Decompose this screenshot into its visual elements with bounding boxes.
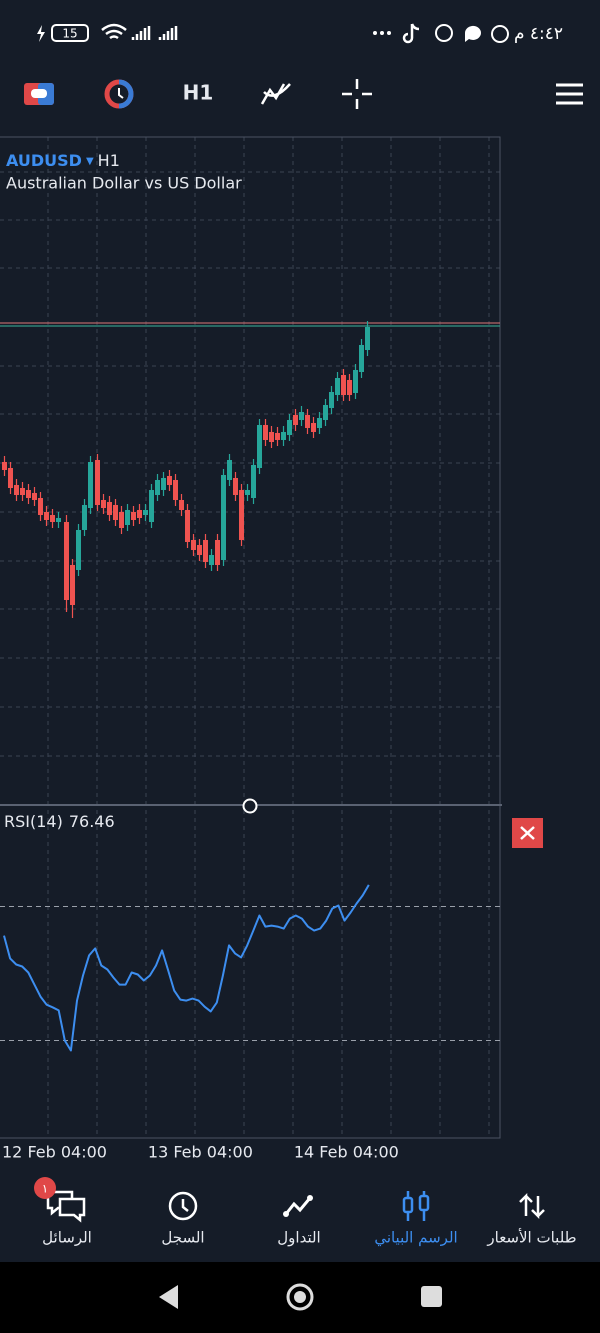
nav-label[interactable]: السجل bbox=[161, 1229, 204, 1247]
dot bbox=[387, 31, 391, 35]
badge-count: ١ bbox=[42, 1182, 48, 1196]
charging-icon bbox=[37, 25, 45, 42]
history-icon bbox=[181, 1199, 189, 1212]
indicator-name: RSI(14) bbox=[4, 812, 63, 831]
candles bbox=[2, 321, 370, 618]
menu-button[interactable] bbox=[556, 83, 583, 105]
symbol-dropdown: ▼ bbox=[86, 156, 94, 167]
messages-icon bbox=[58, 1197, 86, 1223]
grid-lines bbox=[0, 171, 500, 757]
battery-icon bbox=[51, 24, 89, 42]
nav-icons: ١ bbox=[34, 1177, 545, 1223]
trade-icon bbox=[307, 1195, 313, 1201]
rsi-panel: 12 Feb 04:00 13 Feb 04:00 14 Feb 04:00 bbox=[0, 884, 502, 1162]
candle-bodies-down bbox=[2, 375, 352, 605]
tiktok-icon bbox=[402, 23, 420, 44]
nav-labels: الرسائل السجل التداول الرسم البياني طلبات ال… bbox=[42, 1228, 576, 1248]
nav-label[interactable]: التداول bbox=[277, 1229, 320, 1247]
quotes-icon bbox=[519, 1192, 545, 1220]
x-tick-label: 12 Feb 04:00 bbox=[2, 1143, 107, 1162]
x-tick-label: 14 Feb 04:00 bbox=[294, 1143, 399, 1162]
chat-icon bbox=[464, 25, 481, 42]
indicator-button-part bbox=[118, 79, 134, 109]
rsi-line bbox=[3, 884, 370, 1052]
chart-icon bbox=[418, 1194, 430, 1212]
signal-icon bbox=[131, 26, 178, 40]
recents-button[interactable] bbox=[421, 1286, 442, 1307]
clock: ٤:٤٢ م bbox=[514, 24, 563, 44]
nav-label[interactable]: طلبات الأسعار bbox=[486, 1228, 576, 1247]
timeframe-button[interactable]: H1 bbox=[183, 81, 214, 105]
nav-label[interactable]: الرسم البياني bbox=[374, 1229, 457, 1248]
objects-button[interactable] bbox=[260, 83, 291, 105]
grid-lines bbox=[47, 810, 490, 1138]
home-button-dot bbox=[294, 1291, 306, 1303]
x-tick-label: 13 Feb 04:00 bbox=[148, 1143, 253, 1162]
indicator-value: 76.46 bbox=[69, 812, 115, 831]
dot bbox=[380, 31, 384, 35]
indicator-label: RSI(14) 76.46 bbox=[4, 812, 115, 831]
history-icon bbox=[168, 1191, 198, 1221]
chart-border bbox=[0, 136, 501, 1139]
close-icon bbox=[520, 826, 535, 840]
symbol-timeframe: H1 bbox=[98, 151, 120, 170]
dot bbox=[373, 31, 377, 35]
badge bbox=[34, 1177, 56, 1199]
alarm-icon bbox=[491, 25, 509, 43]
symbol[interactable]: AUDUSD ▼ H1 bbox=[6, 151, 120, 170]
toolbar: H1 bbox=[24, 79, 583, 109]
nav-label[interactable]: الرسائل bbox=[42, 1229, 92, 1247]
app-icon bbox=[435, 24, 453, 42]
separator-handle[interactable] bbox=[242, 798, 258, 814]
trade-icon bbox=[284, 1197, 312, 1215]
order-button-part bbox=[31, 89, 47, 98]
bottom-nav bbox=[0, 1170, 600, 1262]
chart-icon bbox=[402, 1196, 414, 1214]
battery-level: 15 bbox=[62, 27, 77, 41]
messages-icon bbox=[46, 1190, 74, 1216]
crosshair-button[interactable] bbox=[342, 79, 372, 109]
trade-icon bbox=[283, 1211, 289, 1217]
symbol-description: Australian Dollar vs US Dollar bbox=[6, 174, 242, 193]
status-bar: 15 ٤:٤٢ م bbox=[37, 23, 563, 44]
indicator-button-part bbox=[118, 88, 124, 99]
wifi-icon bbox=[101, 23, 127, 40]
symbol-name: AUDUSD bbox=[6, 151, 82, 170]
chart-grid bbox=[0, 137, 500, 1138]
home-button[interactable] bbox=[286, 1283, 314, 1311]
back-button[interactable] bbox=[159, 1285, 178, 1309]
